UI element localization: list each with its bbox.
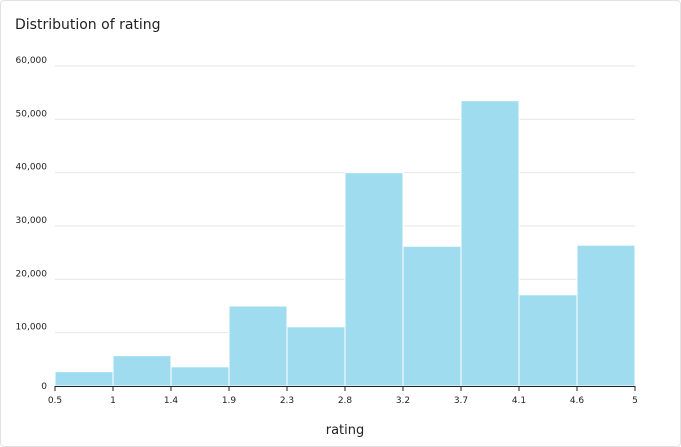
histogram-bar[interactable]: [344, 172, 404, 387]
x-tick-label: 3.2: [396, 396, 410, 406]
x-tick-label: 1: [110, 396, 116, 406]
x-tick-label: 2.8: [338, 396, 353, 406]
histogram-bar[interactable]: [112, 355, 172, 387]
x-tick-label: 3.7: [454, 396, 468, 406]
histogram-bar[interactable]: [286, 326, 346, 387]
y-tick-label: 20,000: [16, 269, 48, 279]
y-axis-ticks: 0 10,000 20,000 30,000 40,000 50,000 60,000: [16, 56, 48, 392]
chart-title: Distribution of rating: [15, 17, 161, 33]
y-tick-label: 50,000: [16, 109, 48, 119]
histogram-bar[interactable]: [518, 294, 578, 387]
y-tick-label: 40,000: [16, 163, 48, 173]
histogram-bar[interactable]: [170, 366, 230, 387]
histogram-bar[interactable]: [54, 371, 114, 387]
histogram-bar[interactable]: [460, 100, 520, 387]
histogram-bar[interactable]: [228, 305, 288, 387]
x-tick-label: 4.6: [570, 396, 585, 406]
x-axis-label: rating: [326, 423, 365, 438]
y-tick-label: 10,000: [16, 323, 48, 333]
histogram-bar[interactable]: [402, 245, 462, 387]
x-tick-label: 2.3: [280, 396, 294, 406]
x-tick-label: 5: [632, 396, 638, 406]
y-tick-label: 30,000: [16, 216, 48, 226]
x-tick-label: 1.9: [222, 396, 237, 406]
x-tick-label: 4.1: [512, 396, 526, 406]
y-tick-label: 0: [41, 382, 47, 392]
x-tick-label: 1.4: [164, 396, 179, 406]
y-tick-label: 60,000: [16, 56, 48, 66]
histogram-bar[interactable]: [576, 244, 636, 387]
x-tick-label: 0.5: [48, 396, 62, 406]
bars: [54, 100, 636, 387]
x-axis-ticks: 0.5 1 1.4 1.9 2.3 2.8 3.2 3.7 4.1 4.6 5: [48, 386, 638, 406]
